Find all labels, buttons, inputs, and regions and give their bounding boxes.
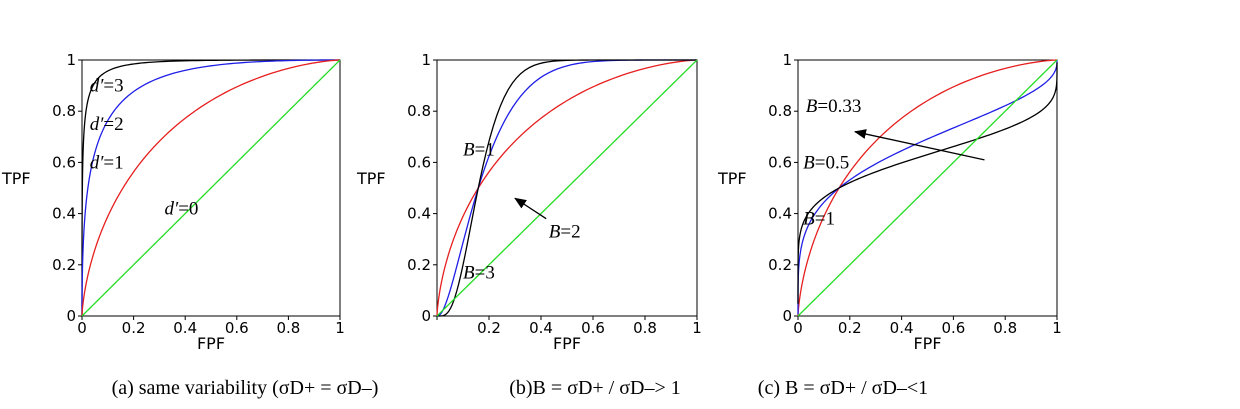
y-tick-label: 0.8 <box>52 102 76 120</box>
x-tick-label: 0.6 <box>225 319 249 337</box>
roc-curve <box>797 62 1058 304</box>
curve-annotation: B=1 <box>463 140 495 161</box>
y-axis-label: TPF <box>1 169 31 188</box>
y-tick-label: 1 <box>66 51 76 69</box>
x-axis-label: FPF <box>553 334 581 353</box>
annotation-arrow <box>854 129 985 161</box>
curve-annotation: d′=2 <box>90 114 124 135</box>
y-tick-label: 0.6 <box>52 153 76 171</box>
y-tick-label: 0.2 <box>407 256 431 274</box>
curve-annotation: d′=0 <box>165 198 199 219</box>
x-tick-label: 0.2 <box>122 319 146 337</box>
panel-caption: (a) same variability (σD+ = σD–) <box>112 377 379 399</box>
y-tick-label: 0.4 <box>407 205 431 223</box>
x-tick-label: 0.2 <box>838 319 862 337</box>
x-tick-label: 0.6 <box>941 319 965 337</box>
x-axis-label: FPF <box>197 334 225 353</box>
curve-annotation: d′=3 <box>90 76 124 97</box>
x-tick-label: 0.8 <box>276 319 300 337</box>
y-axis-label: TPF <box>717 169 747 188</box>
y-tick-label: 0.2 <box>52 256 76 274</box>
x-tick-label: 1 <box>1052 319 1062 337</box>
y-tick-label: 0.6 <box>407 153 431 171</box>
y-tick-label: 0.8 <box>768 102 792 120</box>
y-tick-label: 0 <box>782 307 792 325</box>
x-tick-label: 1 <box>692 319 702 337</box>
roc-curve <box>797 59 1058 317</box>
panel-b: 0 0.2 0.4 0.6 0.8 1 0.2 0.4 0.6 0.8 1 FPF TPF B=1 B=2 B… <box>356 51 702 399</box>
roc-curve <box>81 59 341 317</box>
y-tick-label: 0.4 <box>52 205 76 223</box>
y-tick-label: 0 <box>421 307 431 325</box>
plot-frame <box>797 59 1058 317</box>
x-tick-label: 0.8 <box>633 319 657 337</box>
y-tick-label: 0.2 <box>768 256 792 274</box>
x-tick-label: 0.8 <box>993 319 1017 337</box>
x-axis-label: FPF <box>913 334 941 353</box>
x-tick-label: 0.4 <box>890 319 914 337</box>
curve-annotation: B=3 <box>463 262 495 283</box>
curve-annotation: B=0.5 <box>803 152 849 173</box>
x-tick-label: 1 <box>335 319 345 337</box>
y-tick-label: 0.8 <box>407 102 431 120</box>
panel-c: 0 0.2 0.4 0.6 0.8 1 0 0.2 0.4 0.6 0.8 1 FPF TPF B=0.33… <box>717 51 1062 399</box>
y-tick-label: 0 <box>66 307 76 325</box>
panel-caption: (b)B = σD+ / σD–> 1 <box>509 377 681 399</box>
x-tick-label: 0.4 <box>173 319 197 337</box>
annotation-arrow <box>514 197 547 220</box>
panel-a: 0 0.2 0.4 0.6 0.8 1 0 0.2 0.4 0.6 0.8 1 FPF TPF d′=3 d′… <box>1 51 378 399</box>
curve-annotation: d′=1 <box>90 152 124 173</box>
x-tick-label: 0.4 <box>529 319 553 337</box>
roc-curve <box>437 59 697 317</box>
curve-annotation: B=1 <box>803 209 835 230</box>
y-tick-label: 0.6 <box>768 153 792 171</box>
x-tick-label: 0.2 <box>477 319 501 337</box>
x-tick-label: 0.6 <box>581 319 605 337</box>
x-tick-label: 0 <box>77 319 87 337</box>
y-axis-label: TPF <box>356 169 386 188</box>
y-tick-label: 1 <box>782 51 792 69</box>
panel-caption: (c) B = σD+ / σD–<1 <box>758 377 928 399</box>
roc-curve <box>81 59 340 316</box>
y-tick-label: 1 <box>421 51 431 69</box>
x-tick-label: 0 <box>793 319 803 337</box>
curve-annotation: B=0.33 <box>806 96 862 117</box>
y-tick-label: 0.4 <box>768 205 792 223</box>
roc-curve <box>436 59 698 317</box>
curve-annotation: B=2 <box>549 222 581 243</box>
